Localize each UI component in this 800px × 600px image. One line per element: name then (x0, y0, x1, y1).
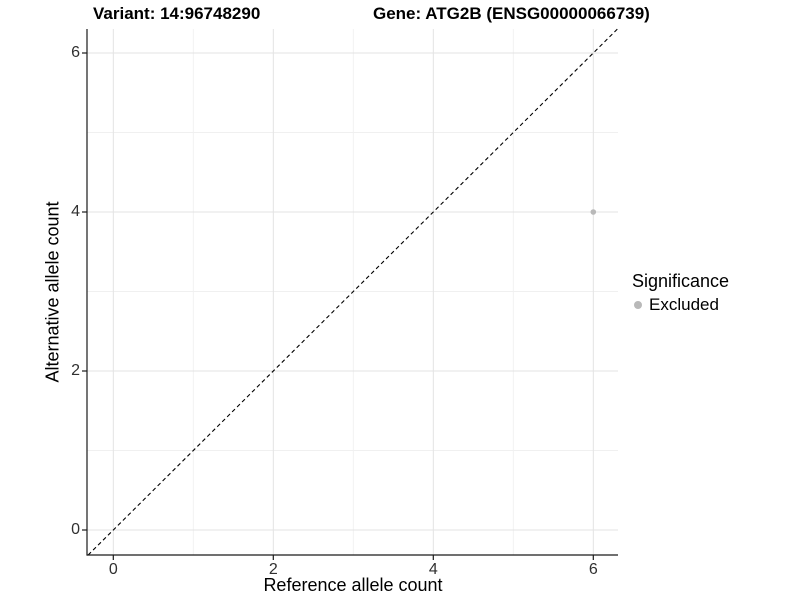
x-axis-title: Reference allele count (263, 575, 443, 595)
x-tick-label: 4 (428, 561, 438, 578)
plot-title: Variant: 14:96748290 Gene: ATG2B (ENSG00… (0, 4, 800, 26)
x-tick-label: 0 (108, 561, 118, 578)
y-tick-label: 0 (71, 521, 80, 538)
legend-title: Significance (632, 271, 730, 291)
y-tick-label: 4 (71, 203, 80, 220)
y-tick-label: 6 (71, 44, 80, 61)
title-variant: Variant: 14:96748290 (93, 4, 261, 23)
legend-point-icon (634, 301, 642, 309)
data-point (590, 209, 597, 215)
y-axis-title: Alternative allele count (42, 201, 63, 383)
legend-item-excluded: Excluded (632, 295, 729, 315)
legend: Significance Excluded (632, 271, 729, 315)
x-tick-label: 6 (588, 561, 598, 578)
legend-item-label: Excluded (649, 295, 719, 314)
title-gene: Gene: ATG2B (ENSG00000066739) (373, 4, 650, 23)
x-tick-label: 2 (268, 561, 278, 578)
identity-dashed-line (87, 28, 618, 556)
y-tick-label: 2 (71, 362, 80, 379)
